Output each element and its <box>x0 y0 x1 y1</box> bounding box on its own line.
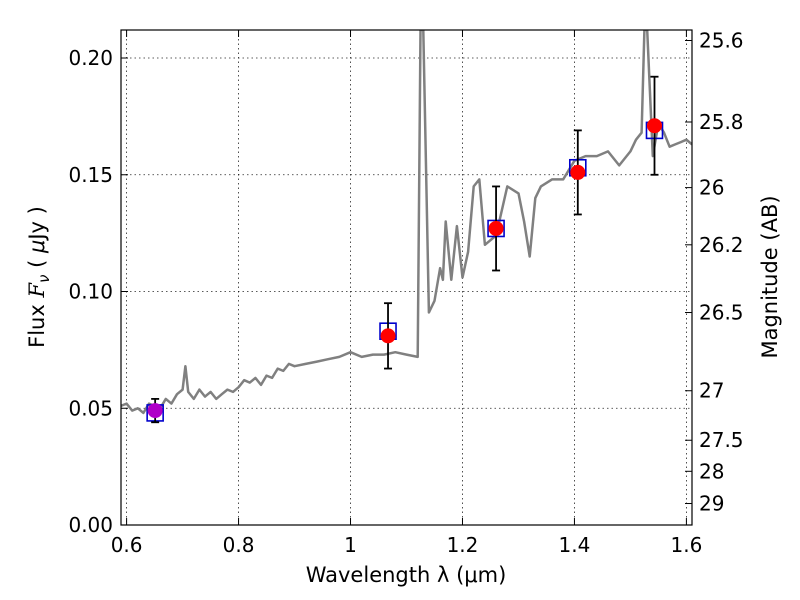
right-tick-label: 25.6 <box>699 29 744 53</box>
right-tick-label: 26.5 <box>699 301 744 325</box>
y-axis-title-part: Jy ) <box>25 206 49 242</box>
y-axis-title-part: Flux <box>25 298 49 348</box>
right-tick-label: 26.2 <box>699 233 744 257</box>
y-tick-label: 0.15 <box>68 163 113 187</box>
y-axis-title-part: ν <box>35 275 53 283</box>
data-point <box>380 328 396 344</box>
photometry-layer <box>146 75 664 424</box>
plot-frame <box>120 29 693 526</box>
data-point <box>147 403 163 419</box>
x-axis-title: Wavelength λ (μm) <box>306 563 507 587</box>
x-tick-label: 1.4 <box>559 533 591 557</box>
right-tick-label: 25.8 <box>699 110 744 134</box>
right-tick-label: 29 <box>699 492 724 516</box>
y-tick-label: 0.20 <box>68 46 113 70</box>
data-point <box>488 220 504 236</box>
spectrum-line <box>121 30 692 415</box>
y-axis-title-part: μ <box>25 240 49 254</box>
y-tick-label: 0.10 <box>68 280 113 304</box>
right-axis-title: Magnitude (AB) <box>758 195 782 358</box>
x-tick-label: 0.8 <box>223 533 255 557</box>
x-tick-label: 0.6 <box>111 533 143 557</box>
y-tick-label: 0.00 <box>68 513 113 537</box>
y-axis-title-part: F <box>25 282 49 299</box>
x-tick-label: 1.2 <box>447 533 479 557</box>
right-tick-label: 27 <box>699 379 724 403</box>
right-tick-label: 28 <box>699 459 724 483</box>
y-axis-title-part: ( <box>25 253 49 275</box>
data-point <box>570 164 586 180</box>
x-tick-label: 1 <box>344 533 357 557</box>
y-axis-title: Flux Fν ( μJy ) <box>25 206 53 348</box>
right-tick-label: 27.5 <box>699 428 744 452</box>
x-tick-label: 1.6 <box>670 533 702 557</box>
axis-ticks: 0.6 0.8 1 1.2 1.4 1.6 0.00 0.05 0.10 0.15 0.20 25.6… <box>68 29 743 557</box>
y-tick-label: 0.05 <box>68 396 113 420</box>
data-point <box>646 118 662 134</box>
model-spectrum-layer <box>121 30 692 415</box>
grid-lines <box>121 30 692 526</box>
right-tick-label: 26 <box>699 176 724 200</box>
